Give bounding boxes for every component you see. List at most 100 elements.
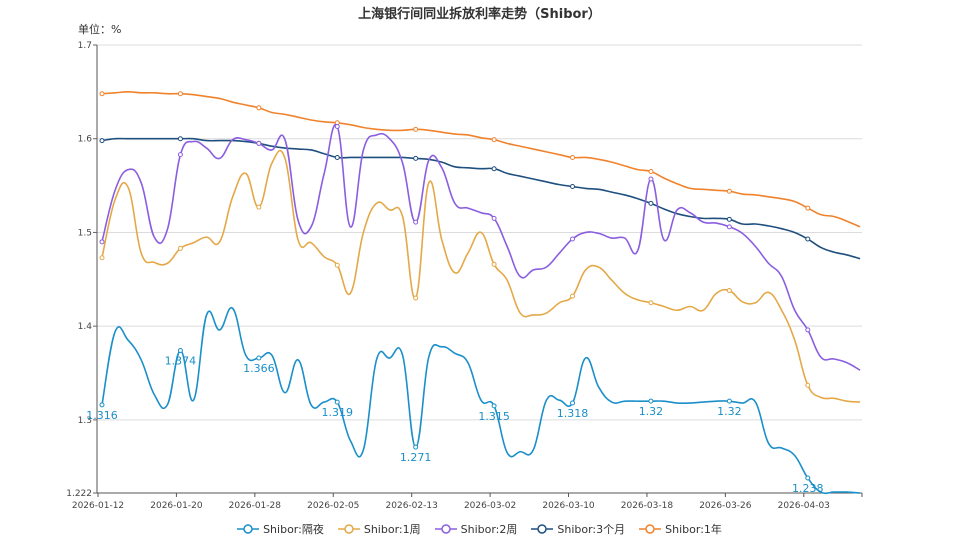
data-label: 1.32 xyxy=(717,405,742,418)
data-point-marker xyxy=(805,327,811,333)
unit-label: 单位：% xyxy=(78,23,122,36)
x-tick-label: 2026-04-03 xyxy=(778,501,830,511)
legend-label: Shibor:2周 xyxy=(460,523,518,536)
data-label: 1.374 xyxy=(165,355,197,368)
legend-line-circle-icon xyxy=(337,524,360,534)
series-1 xyxy=(99,149,861,403)
data-point-marker xyxy=(805,475,811,481)
y-tick-label: 1.6 xyxy=(78,135,93,145)
data-point-marker xyxy=(177,348,183,354)
data-point-marker xyxy=(570,154,576,160)
data-label: 1.318 xyxy=(557,407,589,420)
data-point-marker xyxy=(177,152,183,158)
series-line xyxy=(101,123,861,371)
y-tick-label: 1.5 xyxy=(78,228,92,238)
data-label: 1.271 xyxy=(400,451,432,464)
series-line xyxy=(101,149,861,403)
y-tick-label: 1.7 xyxy=(78,41,92,51)
legend-label: Shibor:1年 xyxy=(665,523,722,536)
legend-line-circle-icon xyxy=(531,524,554,534)
data-label: 1.238 xyxy=(792,482,824,495)
data-label: 1.316 xyxy=(86,409,118,422)
chart-title: 上海银行间同业拆放利率走势（Shibor） xyxy=(358,7,601,22)
data-point-marker xyxy=(334,399,340,405)
data-point-marker xyxy=(570,293,576,299)
data-point-marker xyxy=(648,398,654,404)
data-label: 1.315 xyxy=(478,410,510,423)
data-point-marker xyxy=(99,239,105,245)
data-point-marker xyxy=(491,215,497,221)
data-point-marker xyxy=(805,236,811,242)
series-2 xyxy=(99,123,861,371)
data-point-marker xyxy=(491,137,497,143)
y-tick-label: 1.3 xyxy=(78,416,92,426)
data-point-marker xyxy=(648,200,654,206)
x-tick-label: 2026-03-26 xyxy=(699,501,752,511)
series-line xyxy=(101,91,861,228)
data-point-marker xyxy=(648,176,654,182)
data-point-marker xyxy=(99,255,105,261)
x-tick-label: 2026-01-12 xyxy=(72,501,124,511)
legend-label: Shibor:3个月 xyxy=(557,523,626,536)
data-point-marker xyxy=(648,300,654,306)
data-point-marker xyxy=(726,224,732,230)
data-point-marker xyxy=(570,184,576,190)
data-point-marker xyxy=(413,155,419,161)
legend-line-circle-icon xyxy=(434,524,457,534)
legend-line-circle-icon xyxy=(639,524,662,534)
data-point-marker xyxy=(726,398,732,404)
series-0: 1.316 1.374 1.366 1.319 1.271 1.315 1.318 1.32 1… xyxy=(86,306,861,495)
legend-label: Shibor:1周 xyxy=(363,523,421,536)
data-point-marker xyxy=(177,245,183,251)
legend: Shibor:隔夜 Shibor:1周 Shibor:2周 Shibor:3个月 Shi… xyxy=(0,521,959,537)
data-point-marker xyxy=(413,219,419,225)
x-tick-label: 2026-02-13 xyxy=(386,501,438,511)
data-point-marker xyxy=(334,124,340,130)
x-tick-label: 2026-01-20 xyxy=(150,501,203,511)
y-tick-label: 1.222 xyxy=(66,489,92,499)
legend-label: Shibor:隔夜 xyxy=(263,523,324,536)
data-point-marker xyxy=(805,205,811,211)
data-label: 1.32 xyxy=(639,405,664,418)
x-tick-label: 2026-02-05 xyxy=(307,501,359,511)
data-label: 1.366 xyxy=(243,362,275,375)
data-point-marker xyxy=(256,140,262,146)
series-line xyxy=(101,306,861,495)
legend-line-circle-icon xyxy=(237,524,260,534)
legend-item[interactable]: Shibor:1周 xyxy=(337,521,421,537)
data-point-marker xyxy=(256,204,262,210)
data-point-marker xyxy=(726,188,732,194)
data-point-marker xyxy=(805,382,811,388)
data-point-marker xyxy=(570,400,576,406)
series-4 xyxy=(99,91,861,228)
legend-item[interactable]: Shibor:隔夜 xyxy=(237,521,324,537)
data-point-marker xyxy=(99,138,105,144)
data-point-marker xyxy=(491,403,497,409)
x-tick-label: 2026-03-18 xyxy=(621,501,674,511)
x-tick-label: 2026-03-10 xyxy=(542,501,595,511)
data-point-marker xyxy=(648,169,654,175)
data-point-marker xyxy=(413,444,419,450)
legend-item[interactable]: Shibor:2周 xyxy=(434,521,518,537)
data-point-marker xyxy=(99,91,105,97)
line-chart: 1.222 1.3 1.4 1.5 1.6 1.7 2026-01-12 2026-01-20… xyxy=(66,41,863,511)
data-point-marker xyxy=(177,91,183,97)
data-point-marker xyxy=(256,355,262,361)
data-point-marker xyxy=(491,261,497,267)
data-point-marker xyxy=(726,216,732,222)
y-tick-label: 1.4 xyxy=(78,322,93,332)
data-point-marker xyxy=(726,288,732,294)
legend-item[interactable]: Shibor:1年 xyxy=(639,521,722,537)
x-tick-label: 2026-01-28 xyxy=(229,501,282,511)
data-label: 1.319 xyxy=(322,406,354,419)
data-point-marker xyxy=(177,136,183,142)
data-point-marker xyxy=(99,402,105,408)
data-point-marker xyxy=(570,236,576,242)
series-line xyxy=(101,137,861,260)
x-tick-label: 2026-03-02 xyxy=(464,501,516,511)
data-point-marker xyxy=(491,166,497,172)
data-point-marker xyxy=(334,154,340,160)
data-point-marker xyxy=(413,295,419,301)
legend-item[interactable]: Shibor:3个月 xyxy=(531,521,625,537)
data-point-marker xyxy=(413,126,419,132)
